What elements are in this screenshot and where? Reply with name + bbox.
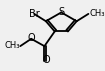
Text: CH₃: CH₃	[89, 9, 105, 18]
Text: S: S	[58, 7, 64, 17]
Text: Br: Br	[29, 9, 40, 19]
Text: O: O	[28, 33, 35, 43]
Text: O: O	[42, 55, 50, 65]
Text: CH₃: CH₃	[4, 41, 20, 50]
